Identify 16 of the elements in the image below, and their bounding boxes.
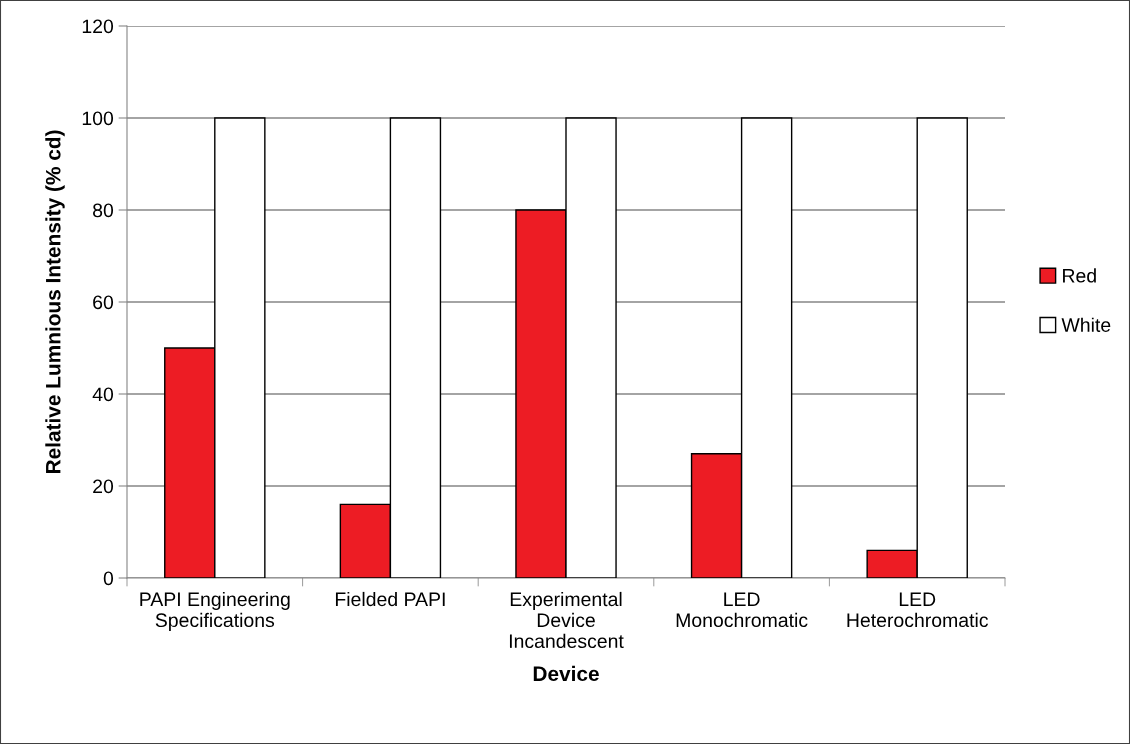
y-tick-label: 80	[93, 203, 114, 218]
y-tick-label: 20	[93, 479, 114, 494]
x-tick-label: LED Heterochromatic	[847, 592, 989, 628]
legend-label: Red	[1063, 268, 1096, 283]
y-axis-title: Relative Lumnious Intensity (% cd)	[45, 130, 65, 474]
y-tick-label: 120	[82, 19, 114, 34]
x-axis-title: Device	[533, 665, 599, 682]
y-tick-label: 100	[82, 111, 114, 126]
legend-label: White	[1061, 317, 1111, 332]
y-tick-label: 40	[92, 387, 114, 402]
x-tick-label: Experimental Device Incandescent	[509, 591, 624, 649]
x-tick-label: LED Monochromatic	[676, 592, 808, 628]
y-tick-label: 60	[93, 295, 114, 310]
x-tick-label: Fielded PAPI	[335, 591, 445, 607]
y-tick-label: 0	[103, 571, 114, 586]
x-tick-label: PAPI Engineering Specifications	[140, 591, 290, 631]
